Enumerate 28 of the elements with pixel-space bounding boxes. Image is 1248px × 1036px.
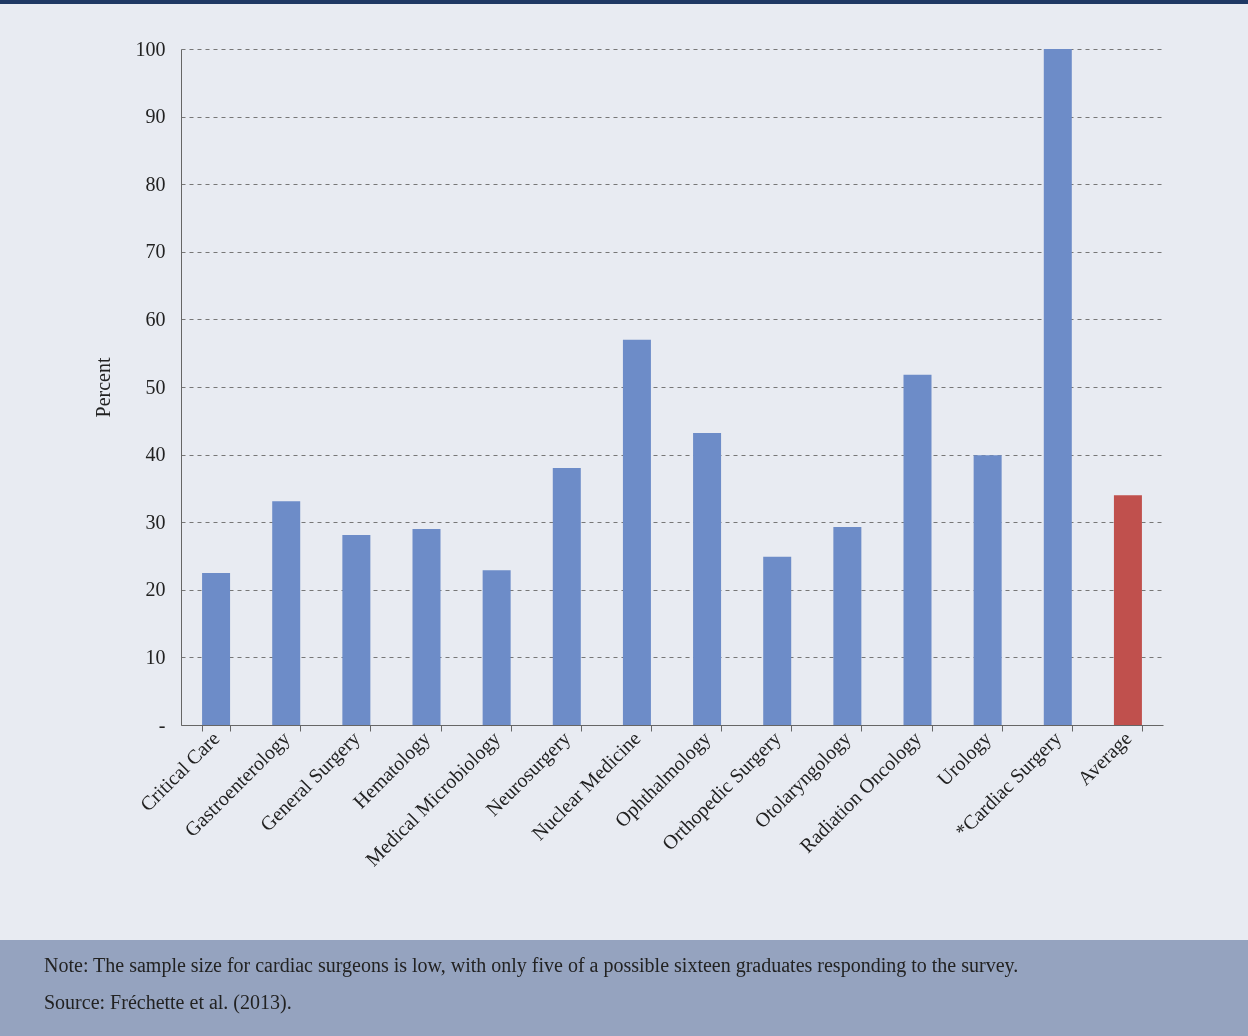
y-tick-label: 30 (145, 510, 166, 533)
bar (202, 572, 231, 725)
bar (272, 501, 301, 725)
y-tick-label: 50 (145, 375, 166, 398)
bar (1113, 495, 1142, 725)
y-tick-label: 20 (145, 578, 166, 601)
bar (833, 526, 862, 725)
source-note: Source: Fréchette et al. (2013). (44, 991, 293, 1014)
text: Note: The sample size for cardiac surgeons is low, with only five of a possible sixteen graduates responding to the survey. (44, 954, 1020, 977)
bar (552, 468, 581, 725)
y-tick-label: - (158, 713, 166, 736)
bar (622, 339, 651, 725)
bar (973, 455, 1002, 725)
y-tick-label: 10 (145, 645, 166, 668)
y-axis-title: Percent (91, 357, 114, 418)
bar (342, 535, 371, 725)
y-tick-label: 90 (145, 105, 166, 128)
bar (482, 570, 511, 725)
y-tick-label: 100 (135, 37, 166, 60)
bar (903, 374, 932, 725)
y-tick-label: 80 (145, 172, 166, 195)
bar (412, 528, 441, 725)
y-tick-label: 60 (145, 307, 166, 330)
bar (693, 432, 722, 725)
y-tick-label: 40 (145, 443, 166, 466)
y-tick-label: 70 (145, 240, 166, 263)
bar (1043, 49, 1072, 725)
bar (763, 556, 792, 725)
